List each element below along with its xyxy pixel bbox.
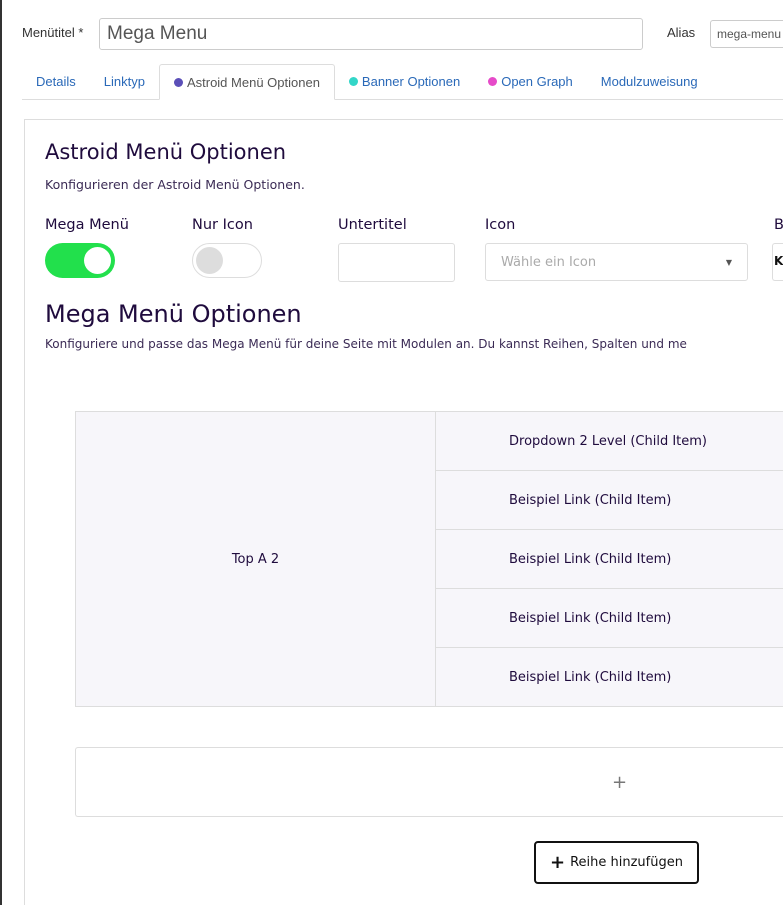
child-item[interactable]: Beispiel Link (Child Item) bbox=[436, 471, 783, 530]
alias-label: Alias bbox=[667, 25, 696, 40]
add-row-button[interactable]: + Reihe hinzufügen bbox=[534, 841, 699, 884]
mega-options-title: Mega Menü Optionen bbox=[45, 300, 302, 328]
subtitle-label: Untertitel bbox=[338, 217, 407, 233]
caret-down-icon: ▼ bbox=[725, 257, 732, 267]
icon-only-toggle[interactable] bbox=[192, 243, 262, 278]
dot-icon bbox=[488, 77, 498, 86]
alias-input[interactable] bbox=[710, 20, 783, 48]
subtitle-input[interactable] bbox=[338, 243, 455, 282]
tab-open-graph[interactable]: Open Graph bbox=[474, 64, 587, 99]
icon-select[interactable]: Wähle ein Icon ▼ bbox=[485, 243, 748, 281]
add-row-label: Reihe hinzufügen bbox=[570, 855, 683, 870]
cut-field[interactable]: K bbox=[772, 243, 783, 281]
cut-label: B bbox=[774, 217, 783, 233]
child-item[interactable]: Dropdown 2 Level (Child Item) bbox=[436, 412, 783, 471]
tab-astroid-menu-options[interactable]: Astroid Menü Optionen bbox=[158, 64, 335, 100]
icon-select-placeholder: Wähle ein Icon bbox=[501, 254, 597, 270]
menu-title-label: Menütitel * bbox=[22, 25, 84, 40]
dot-icon bbox=[173, 77, 183, 87]
add-column-button[interactable]: + bbox=[75, 747, 783, 817]
tab-bar: Details Linktyp Astroid Menü Optionen Ba… bbox=[22, 64, 783, 100]
tab-label: Open Graph bbox=[501, 74, 573, 89]
child-item[interactable]: Beispiel Link (Child Item) bbox=[509, 670, 672, 685]
tab-details[interactable]: Details bbox=[22, 64, 90, 99]
icon-only-label: Nur Icon bbox=[192, 217, 253, 233]
astroid-subtitle: Konfigurieren der Astroid Menü Optionen. bbox=[45, 177, 305, 192]
tab-label: Banner Optionen bbox=[361, 74, 461, 89]
tab-banner-options[interactable]: Banner Optionen bbox=[335, 64, 474, 99]
mega-menu-toggle[interactable] bbox=[45, 243, 115, 278]
tab-label: Modulzuweisung bbox=[600, 74, 698, 89]
tab-linktyp[interactable]: Linktyp bbox=[90, 64, 159, 99]
icon-label: Icon bbox=[485, 217, 516, 233]
tab-label: Linktyp bbox=[103, 74, 145, 89]
menu-title-input[interactable] bbox=[99, 18, 643, 50]
mega-menu-label: Mega Menü bbox=[45, 217, 129, 233]
plus-icon: + bbox=[612, 771, 628, 793]
tab-label: Astroid Menü Optionen bbox=[186, 74, 320, 90]
mega-menu-grid: Top A 2 Dropdown 2 Level (Child Item) Be… bbox=[75, 411, 783, 707]
child-item[interactable]: Beispiel Link (Child Item) bbox=[436, 530, 783, 589]
tab-modulzuweisung[interactable]: Modulzuweisung bbox=[587, 64, 712, 99]
parent-item[interactable]: Top A 2 bbox=[76, 412, 436, 706]
astroid-title: Astroid Menü Optionen bbox=[45, 140, 287, 164]
dot-icon bbox=[348, 77, 358, 86]
plus-icon: + bbox=[550, 852, 566, 873]
tab-panel bbox=[24, 119, 783, 905]
child-item[interactable]: Beispiel Link (Child Item) bbox=[436, 589, 783, 648]
mega-options-subtitle: Konfiguriere und passe das Mega Menü für… bbox=[45, 337, 687, 351]
tab-label: Details bbox=[36, 74, 76, 89]
